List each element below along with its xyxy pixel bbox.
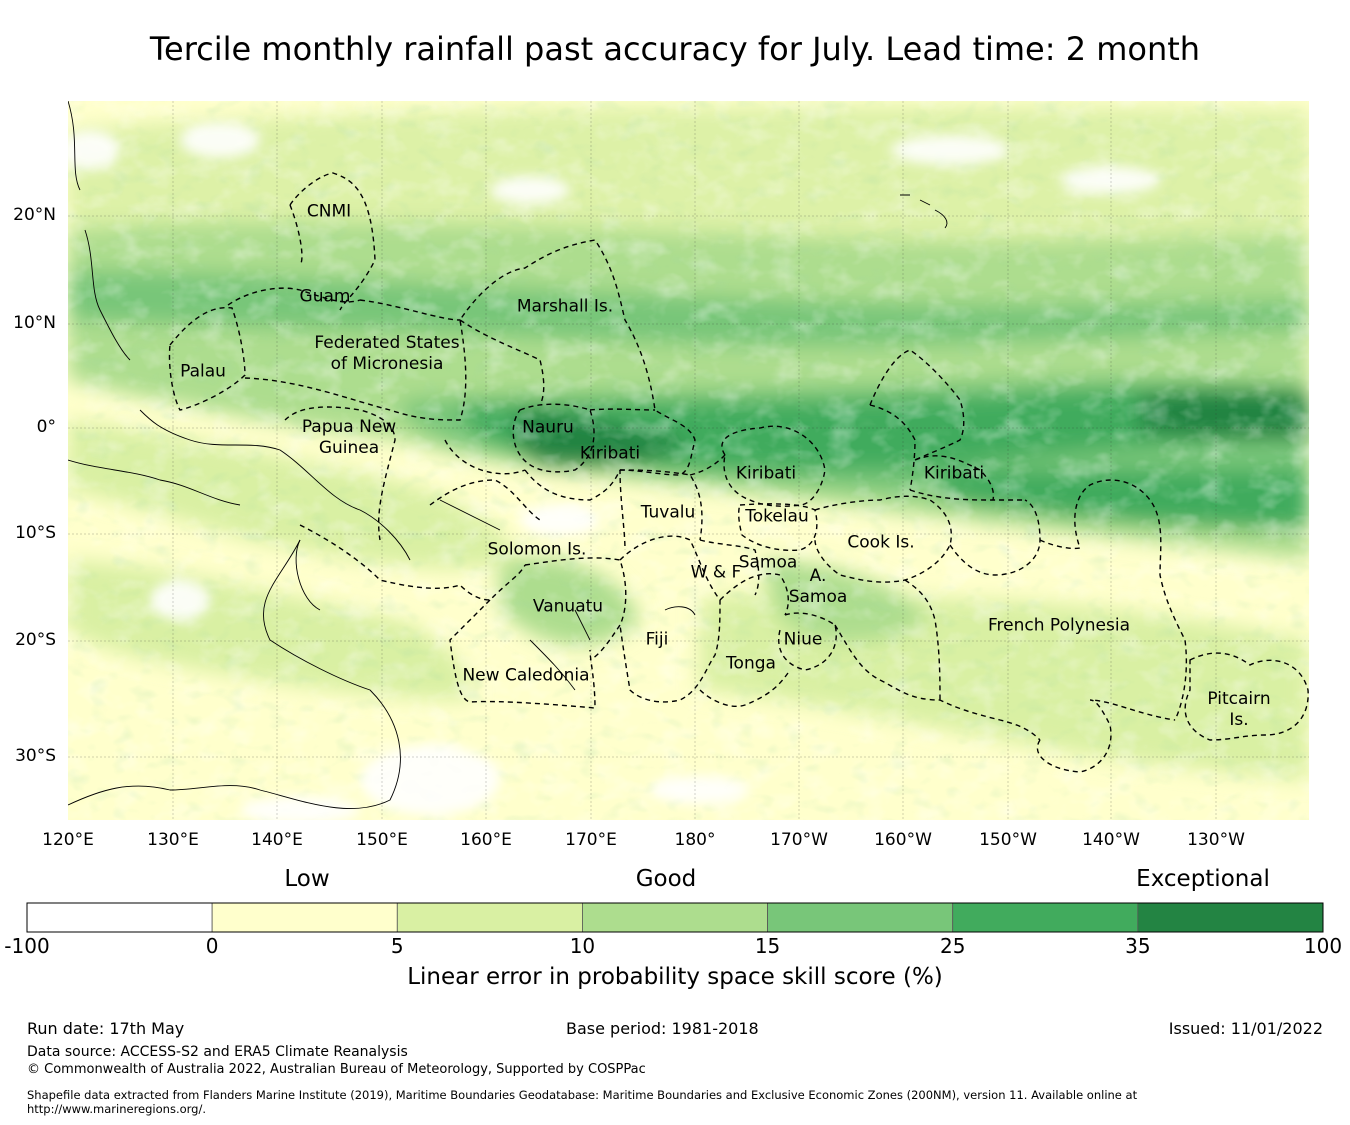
colorbar-tick-label: 35 (1125, 934, 1151, 958)
colorbar-tick-label: 15 (754, 934, 781, 958)
region-label: W & F (690, 562, 742, 583)
run-date: Run date: 17th May (27, 1019, 185, 1038)
colorbar-tick-label: -100 (4, 934, 50, 958)
longitude-label: 130°W (1187, 830, 1245, 850)
longitude-label: 180° (674, 830, 716, 850)
region-label: Guam (299, 286, 351, 307)
colorbar-tick-label: 0 (205, 934, 219, 958)
colorbar-tick-label: 100 (1303, 934, 1343, 958)
copyright: © Commonwealth of Australia 2022, Austra… (27, 1062, 646, 1077)
longitude-label: 160°W (874, 830, 932, 850)
longitude-label: 170°W (770, 830, 828, 850)
region-label: Tonga (726, 653, 776, 674)
skill-shading (68, 101, 1309, 820)
colorbar-swatch (767, 902, 954, 933)
colorbar-tick-label: 10 (569, 934, 596, 958)
shapefile-credit: Shapefile data extracted from Flanders M… (27, 1088, 1138, 1116)
colorbar-heading-low: Low (284, 866, 330, 892)
colorbar-swatch (26, 902, 213, 933)
region-label: Marshall Is. (516, 296, 614, 317)
colorbar-tick-label: 5 (390, 934, 404, 958)
colorbar-swatch (396, 902, 583, 933)
colorbar-swatch (211, 902, 398, 933)
region-label: Palau (180, 361, 226, 382)
latitude-label: 20°S (15, 630, 56, 650)
region-label: A. Samoa (788, 566, 848, 607)
colorbar-heading-exceptional: Exceptional (1136, 866, 1270, 892)
colorbar-heading-good: Good (635, 866, 697, 892)
region-label: Fiji (645, 629, 669, 650)
region-label: Cook Is. (847, 532, 915, 553)
coastlines (68, 101, 948, 809)
region-label: Kiribati (923, 463, 985, 484)
colorbar-swatch (1137, 902, 1324, 933)
region-label: Federated States of Micronesia (314, 333, 460, 374)
region-label: Tokelau (745, 506, 809, 527)
colorbar-border (26, 902, 1324, 933)
gridlines (68, 101, 1309, 820)
region-label: Niue (783, 629, 823, 650)
latitude-label: 0° (36, 417, 56, 437)
longitude-label: 120°E (42, 830, 94, 850)
region-label: French Polynesia (988, 615, 1130, 636)
region-label: Kiribati (735, 463, 797, 484)
longitude-label: 130°E (147, 830, 199, 850)
region-label: Papua New Guinea (301, 417, 397, 458)
region-label: Solomon Is. (487, 539, 587, 560)
longitude-label: 140°W (1082, 830, 1140, 850)
colorbar-tick-label: 25 (939, 934, 966, 958)
colorbar-title: Linear error in probability space skill … (407, 964, 943, 990)
region-label: Tuvalu (640, 502, 696, 523)
longitude-label: 160°E (460, 830, 512, 850)
colorbar-swatch (952, 902, 1139, 933)
latitude-label: 10°S (15, 523, 56, 543)
region-label: Kiribati (579, 443, 641, 464)
colorbar-swatch (582, 902, 768, 933)
longitude-label: 140°E (251, 830, 303, 850)
region-label: Samoa (738, 552, 798, 573)
data-source: Data source: ACCESS-S2 and ERA5 Climate … (27, 1044, 408, 1060)
colorbar (26, 902, 1324, 933)
base-period: Base period: 1981-2018 (566, 1019, 759, 1038)
issued-date: Issued: 11/01/2022 (1168, 1019, 1323, 1038)
region-label: Pitcairn Is. (1207, 689, 1271, 730)
eez-boundaries (168, 172, 1309, 773)
latitude-label: 20°N (13, 205, 56, 225)
longitude-label: 170°E (565, 830, 617, 850)
region-label: Nauru (522, 417, 574, 438)
region-label: Vanuatu (532, 596, 604, 617)
longitude-label: 150°E (356, 830, 408, 850)
longitude-label: 150°W (979, 830, 1037, 850)
map-title: Tercile monthly rainfall past accuracy f… (149, 30, 1201, 68)
region-label: New Caledonia (462, 665, 590, 686)
latitude-label: 30°S (15, 746, 56, 766)
latitude-label: 10°N (13, 313, 56, 333)
region-label: CNMI (306, 201, 352, 222)
